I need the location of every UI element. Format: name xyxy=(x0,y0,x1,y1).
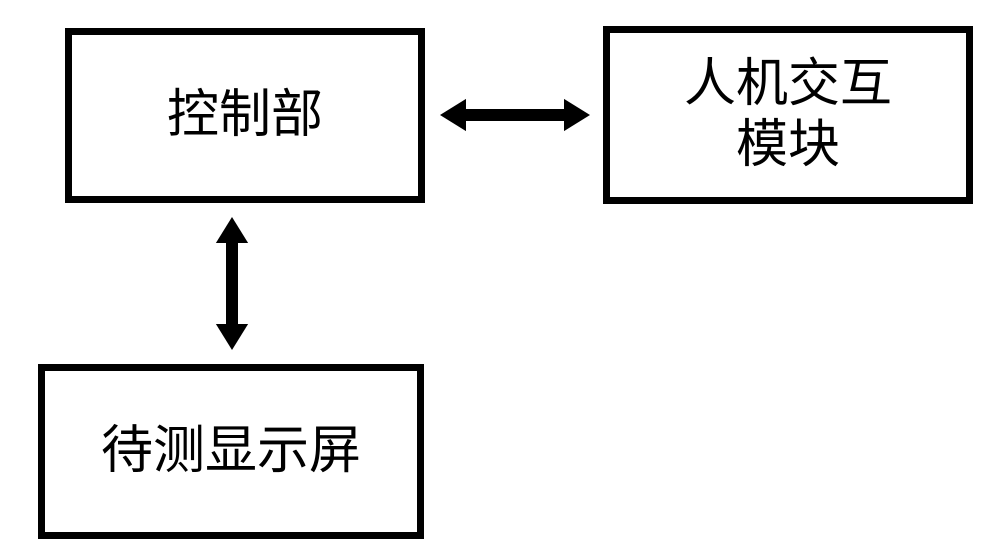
edge-control-hmi xyxy=(410,85,620,145)
diagram-canvas: 控制部 人机交互 模块待测显示屏 xyxy=(0,0,995,554)
node-hmi: 人机交互 模块 xyxy=(603,26,973,204)
node-screen: 待测显示屏 xyxy=(38,364,424,539)
node-control: 控制部 xyxy=(65,28,425,203)
edge-control-screen xyxy=(202,187,262,380)
